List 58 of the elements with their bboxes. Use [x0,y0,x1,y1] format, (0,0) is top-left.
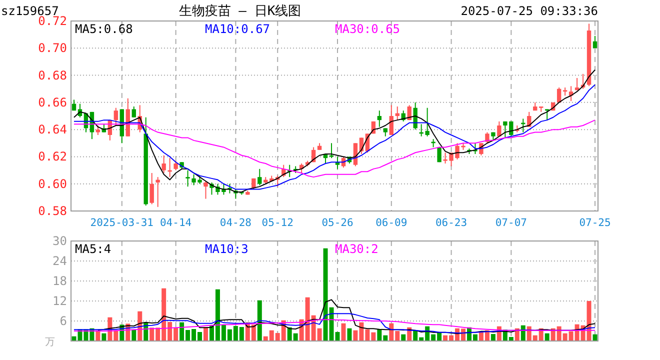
y-tick-label: 0.70 [38,41,67,56]
x-tick-label: 07-25 [579,217,611,229]
candlestick [556,87,562,103]
text: 2025-07-25 09:33:36 [460,4,598,18]
y-tick-label: 0.58 [38,204,67,218]
y-tick-label: 24 [52,254,67,268]
y-tick-label: 0.60 [38,176,67,191]
candlestick [96,125,100,136]
x-tick-label: 04-14 [160,217,192,229]
text: MA5:4 [75,242,112,256]
x-tick-label: 05-12 [262,217,294,229]
x-tick-label: 06-09 [376,217,408,229]
y-tick-label: 30 [52,234,67,248]
candlestick [389,104,394,136]
text: MA30:0.65 [335,22,400,36]
text: MA5:0.68 [75,22,133,36]
y-tick-label: 0.72 [38,14,67,28]
line-series [73,319,596,332]
bar [257,300,262,341]
bar [347,328,352,341]
candlestick [497,120,502,137]
bar [341,323,346,341]
candlestick [592,35,598,49]
chart-title: 生物疫苗 — 日K线图 [178,4,302,19]
bar [102,333,106,341]
text: MA10:3 [205,242,248,256]
y-tick-label: 6 [60,314,67,328]
y-tick-label: 18 [52,274,67,288]
x-tick-label: 06-23 [435,217,468,229]
candlestick [204,180,208,200]
bar [401,334,406,341]
x-tick-label: 2025-03-31 [90,217,154,229]
line-series [73,313,596,334]
candlestick [114,107,118,126]
text: MA30:2 [335,242,378,256]
bar [490,334,496,341]
y-tick-label: 0.68 [38,68,67,82]
bar [544,333,550,341]
candlestick [162,154,166,174]
candlestick [174,160,178,171]
candlestick [150,172,154,205]
candlestick [186,170,190,188]
x-tick-label: 05-26 [322,217,354,229]
x-tick-label: 07-07 [495,217,527,229]
y-axis-title: 万 [45,337,55,348]
bar [132,330,136,341]
text: MA10:0.67 [205,22,270,36]
x-tick-label: 04-28 [220,217,252,229]
candlestick [545,108,550,121]
y-tick-label: 12 [52,294,67,308]
candlestick [258,168,262,186]
candlestick [132,106,136,118]
candlestick [156,176,160,208]
y-tick-label: 0.62 [38,150,67,164]
y-tick-label: 0.64 [38,122,67,137]
y-tick-label: 0.66 [38,95,67,110]
bar [592,334,598,341]
candlestick [377,110,382,128]
